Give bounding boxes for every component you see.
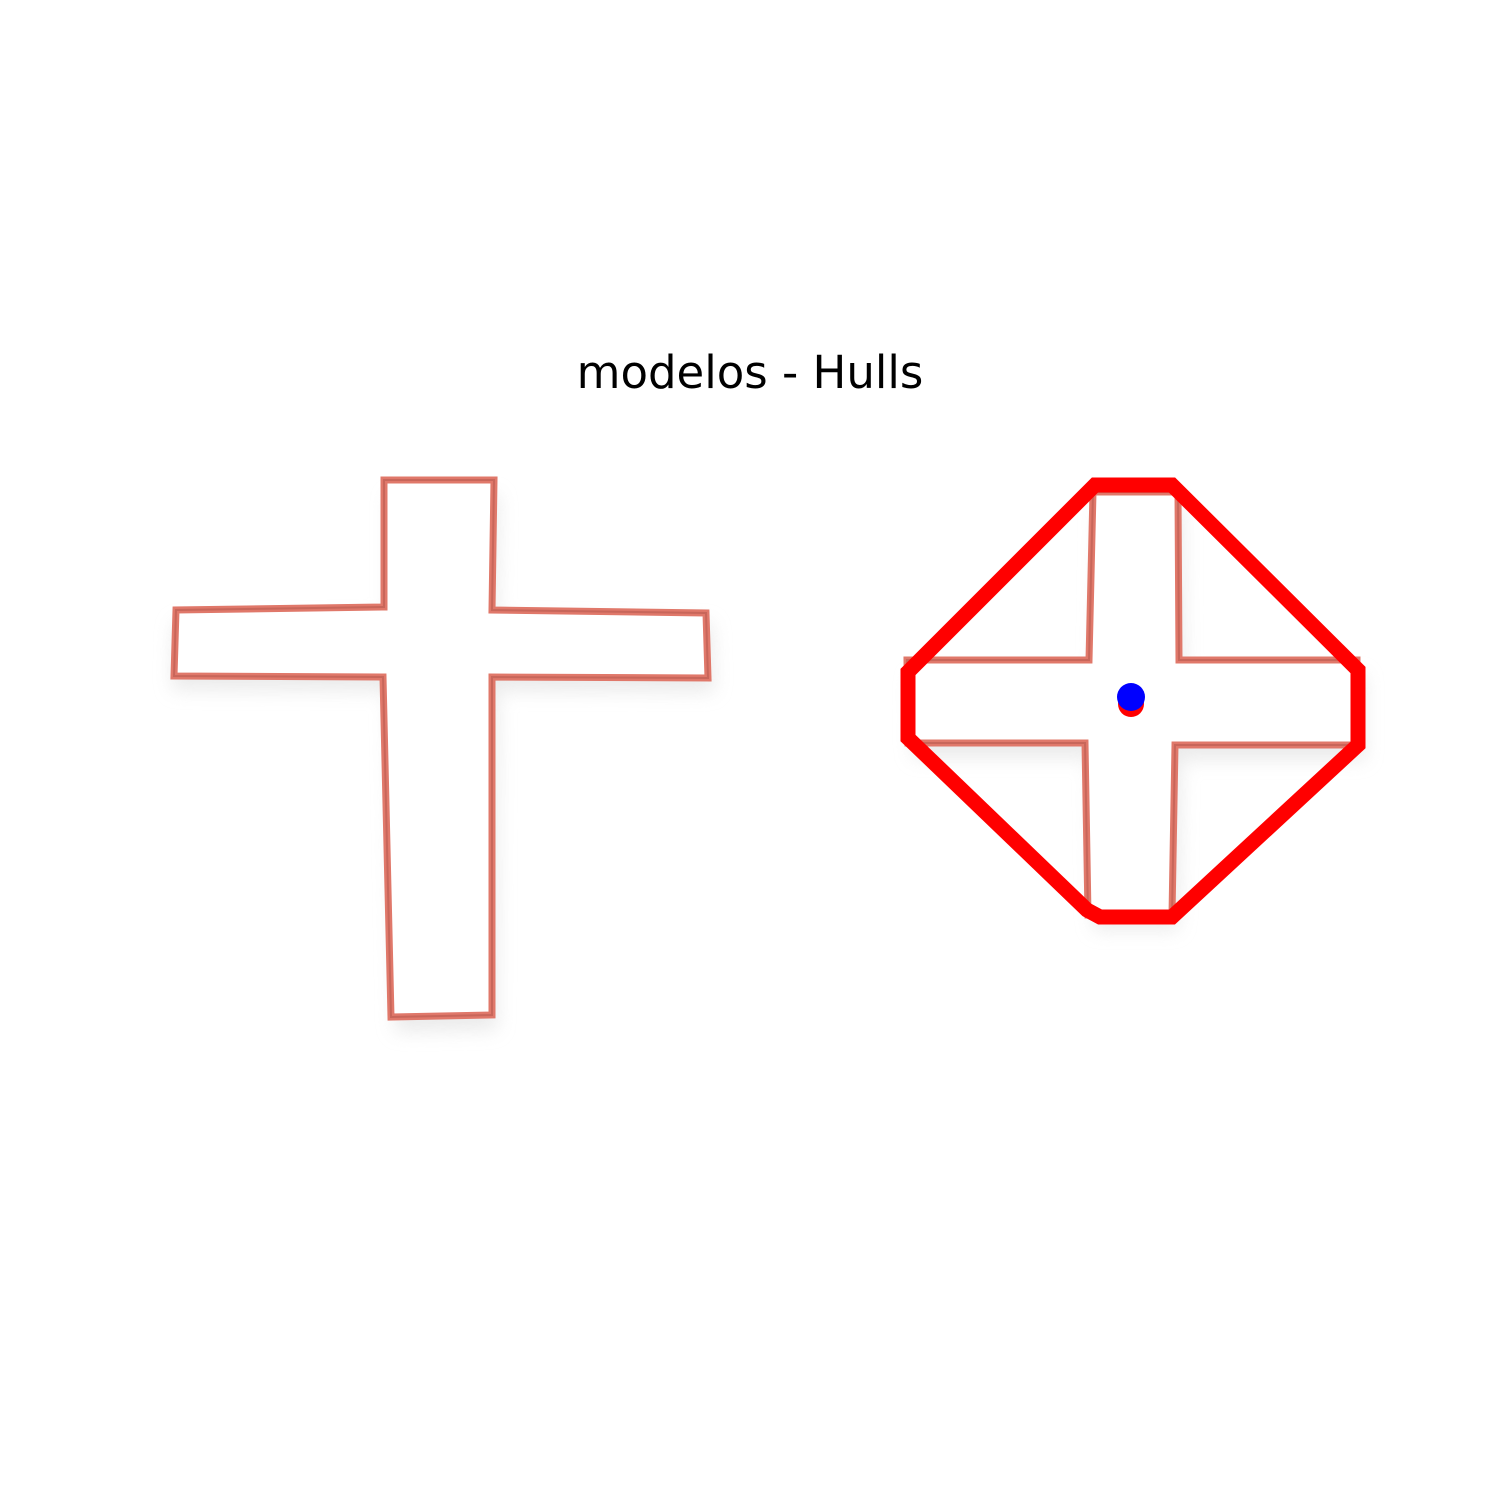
convex-hull	[900, 477, 1366, 925]
right-panel	[900, 477, 1366, 930]
figure-title: modelos - Hulls	[576, 346, 924, 399]
centroid-point	[1117, 683, 1145, 711]
left-panel	[170, 476, 714, 1032]
left-cross-fill	[174, 480, 708, 1017]
left-cross-outline-inner	[172, 479, 710, 1019]
